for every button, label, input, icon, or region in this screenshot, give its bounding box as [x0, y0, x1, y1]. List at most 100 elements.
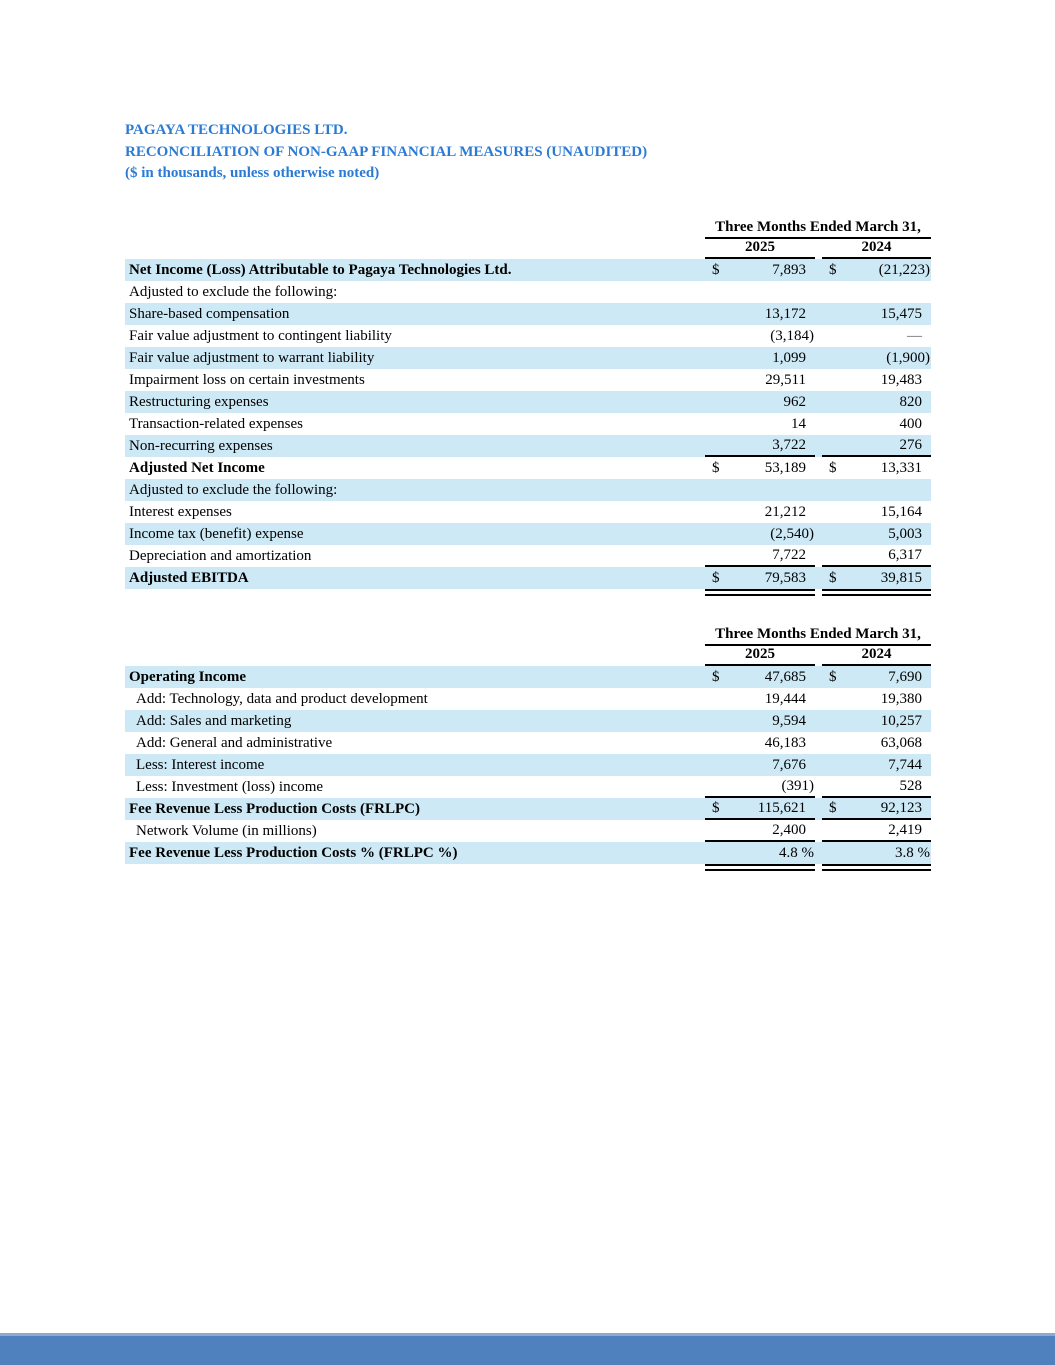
value-text: 47,685: [764, 668, 806, 685]
value-cell-2025: 7,676: [705, 754, 815, 776]
table-row: Add: General and administrative 46,183 63,…: [125, 732, 931, 754]
document-header: PAGAYA TECHNOLOGIES LTD. RECONCILIATION …: [125, 120, 647, 185]
table-row: Operating Income $47,685 $7,690: [125, 666, 931, 688]
dollar-sign: $: [829, 261, 837, 278]
value-cell-2025: [705, 281, 815, 303]
table-row: Adjusted EBITDA $79,583 $39,815: [125, 567, 931, 589]
column-gap: [815, 754, 822, 776]
dollar-sign: $: [712, 799, 720, 816]
table-row: Impairment loss on certain investments 29…: [125, 369, 931, 391]
row-label: Network Volume (in millions): [136, 823, 317, 839]
value-cell-2024: [822, 281, 931, 303]
value-cell-2025: 3,722: [705, 435, 815, 457]
column-gap: [815, 413, 822, 435]
document-note: ($ in thousands, unless otherwise noted): [125, 165, 380, 181]
value-cell-2025: 4.8 %: [705, 842, 815, 864]
value-text: 528: [899, 777, 923, 794]
value-cell-2024: 3.8 %: [822, 842, 931, 864]
value-text: 13,331: [880, 459, 922, 476]
value-cell-2024: [822, 479, 931, 501]
value-cell-2024: 19,483: [822, 369, 931, 391]
value-text: 19,444: [764, 690, 806, 707]
dollar-sign: $: [829, 799, 837, 816]
year-column-header-2025: 2025: [705, 646, 815, 666]
value-text: 4.8 %: [779, 844, 814, 861]
row-label: Restructuring expenses: [125, 391, 705, 413]
row-label: Adjusted EBITDA: [125, 567, 705, 589]
column-gap: [815, 479, 822, 501]
table-adjusted-ebitda-reconciliation: Three Months Ended March 31, 2025 2024 N…: [125, 219, 931, 597]
table-row: Adjusted Net Income $53,189 $13,331: [125, 457, 931, 479]
value-text: 9,594: [772, 712, 806, 729]
value-cell-2025: 962: [705, 391, 815, 413]
value-cell-2025: $115,621: [705, 798, 815, 820]
value-cell-2025: 2,400: [705, 820, 815, 842]
value-cell-2024: 400: [822, 413, 931, 435]
column-gap: [815, 347, 822, 369]
value-text: 46,183: [764, 734, 806, 751]
column-gap: [815, 281, 822, 303]
value-cell-2025: $7,893: [705, 259, 815, 281]
row-label: Impairment loss on certain investments: [129, 372, 365, 388]
value-text: 7,690: [888, 668, 922, 685]
value-text: (391): [781, 777, 815, 794]
value-text: 6,317: [888, 546, 922, 563]
table-row: Interest expenses 21,212 15,164: [125, 501, 931, 523]
row-label: Net Income (Loss) Attributable to Pagaya…: [125, 259, 705, 281]
value-text: (3,184): [770, 327, 814, 344]
value-text: (1,900): [886, 349, 930, 366]
row-label: Fee Revenue Less Production Costs % (FRL…: [125, 842, 705, 864]
value-text: 15,164: [880, 503, 922, 520]
value-text: 13,172: [764, 305, 806, 322]
column-gap: [815, 710, 822, 732]
value-cell-2024: 7,744: [822, 754, 931, 776]
value-text: 7,676: [772, 756, 806, 773]
column-gap: [815, 842, 822, 864]
value-cell-2025: $47,685: [705, 666, 815, 688]
table-row: Fair value adjustment to warrant liabili…: [125, 347, 931, 369]
value-cell-2024: $13,331: [822, 457, 931, 479]
column-gap: [815, 820, 822, 842]
value-text: 15,475: [880, 305, 922, 322]
row-label: Add: General and administrative: [136, 735, 333, 751]
value-text: (2,540): [770, 525, 814, 542]
document-title: RECONCILIATION OF NON-GAAP FINANCIAL MEA…: [125, 143, 648, 160]
table-row: Less: Interest income 7,676 7,744: [125, 754, 931, 776]
value-text: 10,257: [880, 712, 922, 729]
value-text: 79,583: [764, 569, 806, 586]
column-gap: [815, 259, 822, 281]
column-gap: [815, 798, 822, 820]
value-cell-2025: (3,184): [705, 325, 815, 347]
table-frlpc-reconciliation: Three Months Ended March 31, 2025 2024 O…: [125, 626, 931, 872]
value-text: 3.8 %: [895, 844, 930, 861]
page-footer-bar: [0, 1333, 1055, 1365]
value-cell-2024: 6,317: [822, 545, 931, 567]
value-cell-2024: (1,900): [822, 347, 931, 369]
value-cell-2024: 276: [822, 435, 931, 457]
dollar-sign: $: [712, 261, 720, 278]
value-text: 5,003: [888, 525, 922, 542]
value-text: 276: [899, 436, 923, 453]
table-row: Add: Sales and marketing 9,594 10,257: [125, 710, 931, 732]
row-label: Fair value adjustment to warrant liabili…: [125, 347, 705, 369]
table-row: Fair value adjustment to contingent liab…: [125, 325, 931, 347]
value-text: 39,815: [880, 569, 922, 586]
value-cell-2025: 29,511: [705, 369, 815, 391]
year-header-row: 2025 2024: [125, 239, 931, 259]
table-row: Network Volume (in millions) 2,400 2,419: [125, 820, 931, 842]
year-header-row: 2025 2024: [125, 646, 931, 666]
value-text: 820: [899, 393, 923, 410]
row-label: Add: Sales and marketing: [125, 710, 705, 732]
period-header: Three Months Ended March 31,: [705, 219, 931, 239]
value-text: 63,068: [880, 734, 922, 751]
table-row: Share-based compensation 13,172 15,475: [125, 303, 931, 325]
row-label: Non-recurring expenses: [125, 435, 705, 457]
column-gap: [815, 732, 822, 754]
value-text: 29,511: [765, 371, 806, 388]
value-cell-2025: 13,172: [705, 303, 815, 325]
value-cell-2024: 528: [822, 776, 931, 798]
value-cell-2025: (2,540): [705, 523, 815, 545]
column-gap: [815, 303, 822, 325]
table-row: Income tax (benefit) expense (2,540) 5,003: [125, 523, 931, 545]
value-cell-2025: (391): [705, 776, 815, 798]
